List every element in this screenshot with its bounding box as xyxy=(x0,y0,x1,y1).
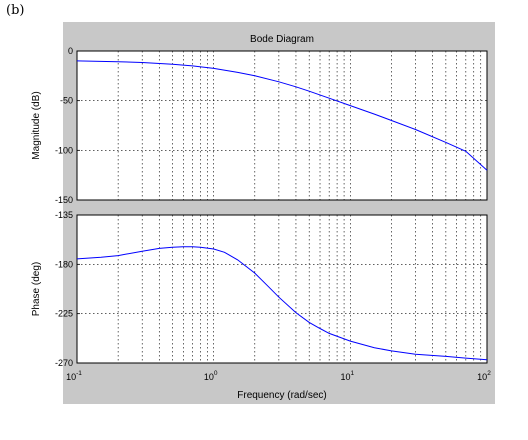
x-tick-label: 10-1 xyxy=(66,370,82,382)
frequency-x-ticks: 10-1 100 101 102 xyxy=(66,370,491,382)
x-tick-label: 102 xyxy=(477,370,491,382)
x-tick-label: 101 xyxy=(341,370,355,382)
magnitude-plot-area xyxy=(76,50,488,201)
phase-y-axis-label: Phase (deg) xyxy=(31,262,42,316)
panel-label: (b) xyxy=(6,3,25,18)
phase-y-tick-label: -270 xyxy=(55,358,73,368)
magnitude-y-tick-label: -100 xyxy=(55,145,73,155)
phase-y-ticks: -135 -180 -225 -270 xyxy=(55,210,80,368)
phase-plot-area xyxy=(76,214,488,364)
phase-series-line xyxy=(76,246,488,361)
phase-grid xyxy=(77,215,487,363)
magnitude-grid xyxy=(77,51,487,200)
magnitude-y-axis-label: Magnitude (dB) xyxy=(31,91,42,159)
magnitude-y-tick-label: -50 xyxy=(60,96,73,106)
phase-y-tick-label: -180 xyxy=(55,259,73,269)
magnitude-y-ticks: 0 -50 -100 -150 xyxy=(55,46,80,205)
magnitude-series-line xyxy=(76,60,488,171)
x-tick-label: 100 xyxy=(204,370,218,382)
phase-axes: -135 -180 -225 -270 10-1 100 101 102 Phase (de… xyxy=(31,210,491,401)
chart-title: Bode Diagram xyxy=(250,34,314,45)
frequency-x-axis-label: Frequency (rad/sec) xyxy=(237,390,326,401)
magnitude-y-tick-label: -150 xyxy=(55,195,73,205)
phase-y-tick-label: -225 xyxy=(55,309,73,319)
phase-y-tick-label: -135 xyxy=(55,210,73,220)
magnitude-axes: 0 -50 -100 -150 Magnitude (dB) xyxy=(31,46,488,205)
magnitude-y-tick-label: 0 xyxy=(68,46,73,56)
